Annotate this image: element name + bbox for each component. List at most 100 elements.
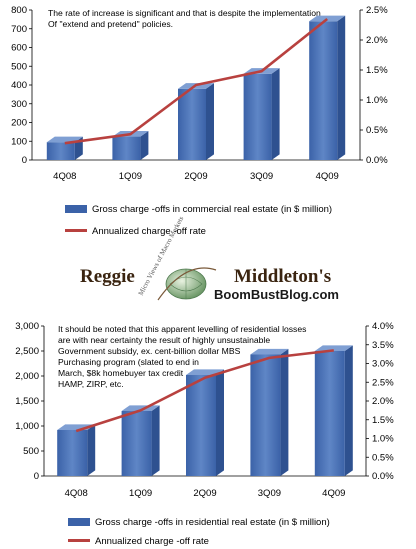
chart2-right-tick-label: 1.0% bbox=[372, 434, 394, 445]
chart2-bar-side bbox=[87, 424, 96, 476]
chart2-right-tick-label: 3.5% bbox=[372, 340, 394, 351]
chart2-bar bbox=[250, 348, 289, 476]
chart2-left-tick-label: 0 bbox=[34, 471, 39, 482]
chart1-left-tick-label: 600 bbox=[11, 43, 27, 54]
chart2-bar bbox=[121, 405, 160, 476]
chart1-left-tick-label: 800 bbox=[11, 5, 27, 16]
chart1-right-tick-label: 0.0% bbox=[366, 155, 388, 166]
chart1-bar-side bbox=[206, 83, 214, 160]
chart1-bar bbox=[46, 136, 83, 160]
chart2-annotation-line-5: March, $8k homebuyer tax credit bbox=[58, 368, 184, 378]
chart2-left-tick-label: 3,000 bbox=[15, 321, 39, 332]
chart2-annotation-line-2: are with near certainty the result of hi… bbox=[58, 335, 270, 345]
residential-chart: It should be noted that this apparent le… bbox=[15, 321, 394, 547]
chart1-legend-bar-label: Gross charge -offs in commercial real es… bbox=[92, 204, 332, 215]
chart1-left-tick-label: 400 bbox=[11, 80, 27, 91]
chart2-x-tick-label: 4Q09 bbox=[322, 488, 345, 499]
chart2-left-tick-label: 1,000 bbox=[15, 421, 39, 432]
chart2-bar-top bbox=[314, 345, 353, 351]
chart2-rate-line bbox=[75, 349, 334, 433]
chart1-rate-line bbox=[64, 17, 329, 145]
chart2-bar-front bbox=[186, 375, 216, 476]
chart1-right-tick-label: 1.5% bbox=[366, 65, 388, 76]
chart1-x-tick-label: 4Q09 bbox=[316, 171, 339, 182]
chart1-left-tick-label: 100 bbox=[11, 136, 27, 147]
chart2-legend-line-swatch bbox=[68, 539, 90, 542]
chart2-x-tick-label: 2Q09 bbox=[193, 488, 216, 499]
chart2-annotation-line-1: It should be noted that this apparent le… bbox=[58, 324, 306, 334]
chart1-bar-side bbox=[140, 130, 149, 160]
chart2-bar-side bbox=[280, 348, 289, 476]
chart2-right-tick-label: 4.0% bbox=[372, 321, 394, 332]
chart2-annotation-line-3: Government subsidy, ex. cent-billion dol… bbox=[58, 346, 241, 356]
chart2-bar bbox=[57, 424, 96, 476]
chart1-bar-front bbox=[309, 21, 338, 160]
chart2-annotation: It should be noted that this apparent le… bbox=[58, 324, 306, 389]
chart2-left-tick-label: 2,500 bbox=[15, 346, 39, 357]
chart2-left-tick-label: 500 bbox=[23, 446, 39, 457]
chart1-bar bbox=[243, 68, 280, 160]
chart1-annotation: The rate of increase is significant and … bbox=[48, 8, 321, 29]
chart2-x-tick-label: 4Q08 bbox=[65, 488, 88, 499]
chart2-bar-front bbox=[250, 354, 281, 476]
chart1-right-tick-label: 1.0% bbox=[366, 95, 388, 106]
logo-name-left: Reggie bbox=[80, 266, 135, 287]
chart1-right-tick-label: 2.5% bbox=[366, 5, 388, 16]
chart2-bar bbox=[314, 345, 353, 476]
chart2-legend-line-label: Annualized charge -off rate bbox=[95, 536, 209, 547]
chart2-left-tick-label: 1,500 bbox=[15, 396, 39, 407]
chart1-bar-top bbox=[309, 15, 346, 22]
globe-lines bbox=[169, 276, 203, 292]
chart2-annotation-line-4: Purchasing program (slated to end in bbox=[58, 357, 199, 367]
chart2-x-tick-label: 3Q09 bbox=[258, 488, 281, 499]
chart1-bar bbox=[309, 15, 346, 161]
chart2-annotation-line-6: HAMP, ZIRP, etc. bbox=[58, 379, 124, 389]
chart2-right-tick-label: 2.0% bbox=[372, 396, 394, 407]
chart2-right-tick-label: 1.5% bbox=[372, 415, 394, 426]
chart2-right-tick-label: 0.5% bbox=[372, 452, 394, 463]
chart1-x-tick-label: 2Q09 bbox=[184, 171, 207, 182]
chart1-legend-line-label: Annualized charge -off rate bbox=[92, 226, 206, 237]
chart2-bar-front bbox=[121, 411, 152, 476]
chart1-bar-side bbox=[271, 68, 280, 160]
chart1-bar-front bbox=[178, 88, 206, 160]
chart2-bar-side bbox=[151, 405, 160, 476]
chart2-bar-side bbox=[344, 345, 353, 476]
chart2-bar-front bbox=[57, 430, 88, 476]
chart1-bar-front bbox=[243, 73, 272, 160]
chart1-annotation-line-2: Of "extend and pretend" policies. bbox=[48, 19, 173, 29]
chart2-bar-top bbox=[250, 348, 289, 355]
chart2-right-tick-label: 3.0% bbox=[372, 359, 394, 370]
chart1-legend-bar-swatch bbox=[65, 205, 87, 213]
chart1-legend-line-swatch bbox=[65, 229, 87, 232]
chart1-bar-front bbox=[112, 136, 141, 160]
chart1-legend: Gross charge -offs in commercial real es… bbox=[65, 204, 332, 237]
logo-blog-name: BoomBustBlog.com bbox=[214, 287, 339, 302]
chart2-legend: Gross charge -offs in residential real e… bbox=[68, 517, 330, 547]
commercial-chart: The rate of increase is significant and … bbox=[11, 5, 388, 237]
chart1-left-tick-label: 700 bbox=[11, 24, 27, 35]
chart1-x-tick-label: 1Q09 bbox=[119, 171, 142, 182]
chart2-bar-front bbox=[314, 351, 345, 476]
chart1-bar bbox=[178, 83, 214, 160]
chart1-left-tick-label: 300 bbox=[11, 99, 27, 110]
swoosh-icon bbox=[157, 267, 217, 301]
chart1-left-tick-label: 500 bbox=[11, 61, 27, 72]
chart1-left-tick-label: 0 bbox=[22, 155, 27, 166]
chart1-bar-front bbox=[46, 142, 75, 160]
chart1-left-tick-label: 200 bbox=[11, 118, 27, 129]
chart1-bar-side bbox=[337, 15, 346, 161]
chart2-x-tick-label: 1Q09 bbox=[129, 488, 152, 499]
chart2-right-tick-label: 2.5% bbox=[372, 377, 394, 388]
chart1-right-tick-label: 0.5% bbox=[366, 125, 388, 136]
chart1-x-tick-label: 3Q09 bbox=[250, 171, 273, 182]
chart1-annotation-line-1: The rate of increase is significant and … bbox=[48, 8, 321, 18]
chart1-x-tick-label: 4Q08 bbox=[53, 171, 76, 182]
logo-name-right: Middleton's bbox=[234, 266, 331, 287]
chart1-right-tick-label: 2.0% bbox=[366, 35, 388, 46]
chart2-bar-side bbox=[216, 369, 224, 476]
chart2-right-tick-label: 0.0% bbox=[372, 471, 394, 482]
chart2-legend-bar-label: Gross charge -offs in residential real e… bbox=[95, 517, 330, 528]
chart2-left-tick-label: 2,000 bbox=[15, 371, 39, 382]
